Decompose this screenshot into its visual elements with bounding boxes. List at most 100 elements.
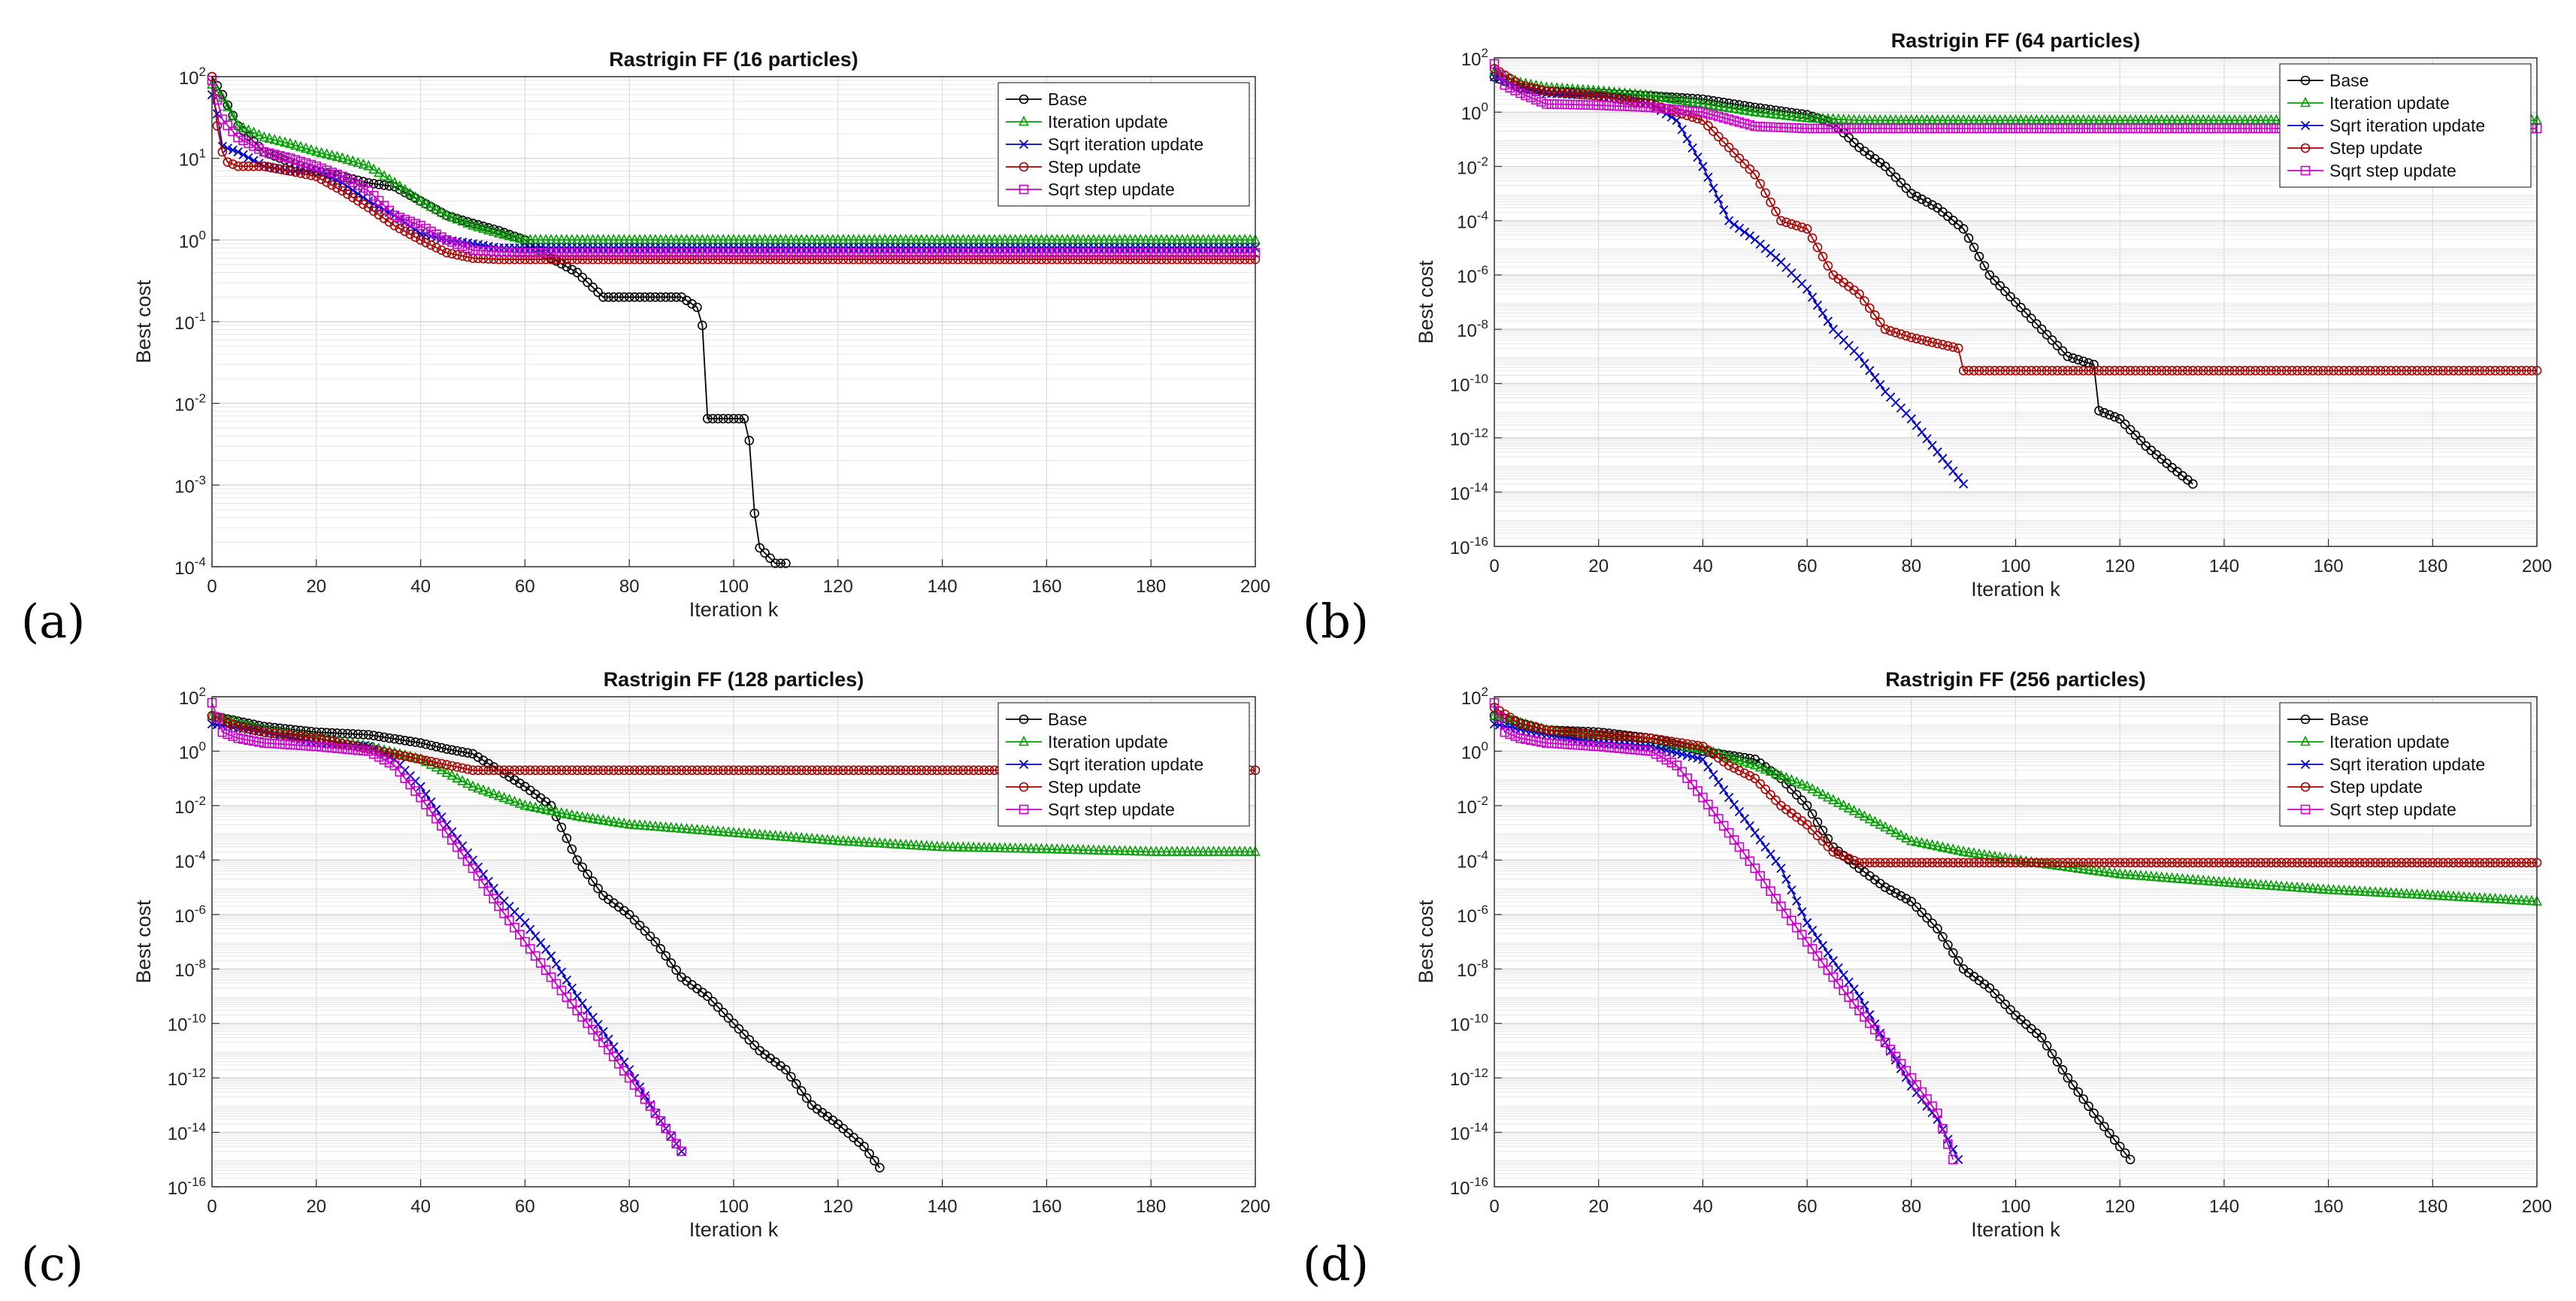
data-point <box>1734 117 1745 127</box>
data-point <box>687 254 697 265</box>
data-point <box>1755 179 1765 189</box>
data-point <box>498 228 510 239</box>
data-point <box>1865 303 1875 313</box>
data-point <box>1709 183 1718 193</box>
data-point <box>1917 907 1927 918</box>
data-point <box>885 247 895 258</box>
data-point <box>2402 858 2411 868</box>
data-point <box>1698 792 1708 803</box>
data-point <box>2245 113 2256 125</box>
chart-title: Rastrigin FF (64 particles) <box>1891 29 2141 52</box>
data-point <box>238 122 249 132</box>
data-point <box>963 234 974 244</box>
data-point <box>796 254 807 265</box>
data-point <box>822 834 833 845</box>
data-point <box>2240 365 2250 376</box>
data-point <box>327 168 337 177</box>
data-point <box>468 749 478 759</box>
data-point <box>1984 858 1995 868</box>
data-point <box>2094 406 2104 416</box>
data-point <box>1807 809 1818 819</box>
data-point <box>441 209 453 219</box>
data-point <box>416 782 425 791</box>
data-point <box>441 760 452 770</box>
data-point <box>1567 740 1578 750</box>
data-point <box>1749 105 1760 116</box>
data-point <box>776 765 786 776</box>
data-point <box>1880 858 1890 868</box>
data-point <box>2229 876 2240 888</box>
data-point <box>1885 858 1896 868</box>
data-point <box>374 731 384 742</box>
data-point <box>525 247 535 258</box>
data-point <box>583 277 592 287</box>
data-point <box>1718 821 1729 831</box>
data-point <box>2120 868 2130 879</box>
data-point <box>1240 234 1250 244</box>
data-point <box>1724 216 1734 225</box>
data-point <box>1041 843 1052 854</box>
data-point <box>2381 886 2391 897</box>
data-point <box>572 1006 583 1015</box>
data-point <box>906 247 916 258</box>
data-point <box>290 740 301 750</box>
data-point <box>1958 846 1969 856</box>
data-point <box>1802 819 1812 830</box>
data-point <box>369 199 379 209</box>
data-point <box>1963 123 1974 134</box>
data-point <box>843 234 854 244</box>
data-point <box>1224 846 1235 856</box>
legend-marker <box>1019 735 1029 746</box>
data-point <box>1885 123 1896 134</box>
data-point <box>1635 745 1645 755</box>
data-point <box>1000 842 1010 853</box>
data-point <box>1771 856 1781 866</box>
data-point <box>519 799 531 810</box>
data-point <box>2323 858 2333 868</box>
data-point <box>707 254 718 265</box>
data-point <box>510 765 519 776</box>
data-point <box>499 908 509 918</box>
data-point <box>2219 123 2229 134</box>
data-point <box>368 731 379 741</box>
data-point <box>322 165 331 175</box>
data-point <box>1073 234 1083 244</box>
data-point <box>812 247 822 258</box>
data-point <box>1136 254 1146 265</box>
data-point <box>1192 234 1203 244</box>
data-point <box>1754 106 1766 117</box>
data-point <box>2412 365 2422 376</box>
data-point <box>2114 867 2125 879</box>
data-point <box>1755 122 1765 132</box>
data-point <box>1187 846 1198 856</box>
data-point <box>1849 999 1859 1009</box>
data-point <box>828 234 838 244</box>
data-point <box>697 234 708 244</box>
data-point <box>1161 247 1172 258</box>
data-point <box>958 841 969 852</box>
data-point <box>1953 343 1963 353</box>
x-tick-label: 40 <box>1693 1197 1713 1217</box>
data-point <box>1776 123 1786 132</box>
data-point <box>530 247 540 258</box>
data-point <box>619 765 629 776</box>
legend-label: Step update <box>2329 777 2423 797</box>
data-point <box>2474 891 2485 903</box>
data-point <box>2323 883 2334 894</box>
data-point <box>1620 101 1630 111</box>
data-point <box>1505 729 1515 740</box>
data-point <box>2015 113 2027 125</box>
data-point <box>1719 785 1729 794</box>
data-point <box>1151 846 1161 856</box>
data-point <box>1916 837 1927 848</box>
data-point <box>682 765 692 776</box>
data-point <box>1922 912 1932 923</box>
data-point <box>1827 794 1839 804</box>
data-point <box>327 737 337 746</box>
data-point <box>1818 788 1828 799</box>
data-point <box>1676 94 1688 105</box>
data-point <box>238 734 248 744</box>
legend-marker <box>1019 115 1029 126</box>
data-point <box>2067 861 2078 873</box>
data-point <box>1958 858 1969 868</box>
